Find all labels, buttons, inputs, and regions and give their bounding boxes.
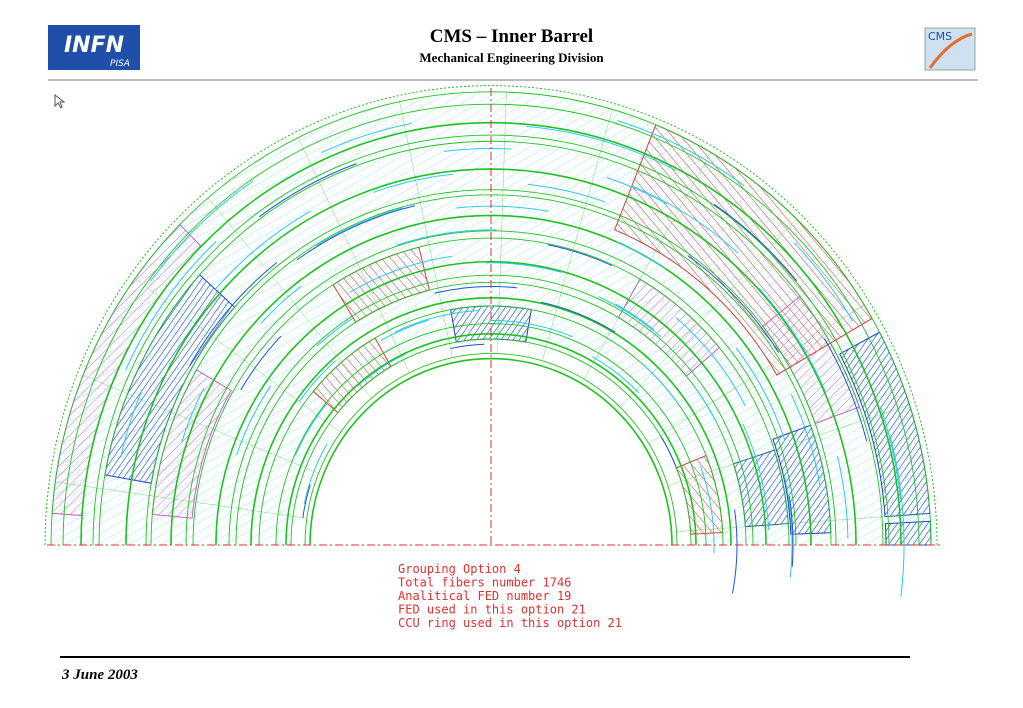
title: CMS – Inner Barrel <box>429 26 594 47</box>
fiber <box>296 205 416 261</box>
module-edge <box>399 101 453 358</box>
ring <box>304 353 678 546</box>
module-edge <box>667 404 910 487</box>
fiber <box>349 255 452 293</box>
ring <box>170 214 812 546</box>
ring <box>309 357 673 546</box>
fiber <box>540 301 616 333</box>
fiber <box>321 122 412 154</box>
fiber <box>303 443 328 505</box>
module-edge <box>207 197 372 399</box>
logo-text: CMS <box>928 30 952 43</box>
fiber <box>316 317 354 347</box>
module-edge <box>134 278 341 433</box>
ring <box>215 260 767 546</box>
fiber <box>394 309 480 333</box>
fiber <box>356 354 406 387</box>
fiber <box>486 262 563 273</box>
ring <box>92 134 890 546</box>
module-edge <box>620 218 797 408</box>
fiber <box>259 163 357 218</box>
fiber <box>880 406 902 501</box>
note: CCU ring used in this option 21 <box>398 616 622 630</box>
fiber <box>260 285 302 325</box>
fiber <box>295 403 328 456</box>
cursor <box>54 93 66 109</box>
logo-swoosh <box>928 32 973 69</box>
ring <box>185 230 797 546</box>
fiber <box>302 484 311 518</box>
logo-subtext: PISA <box>110 59 130 69</box>
fiber <box>675 317 746 406</box>
outer-envelope <box>44 85 938 546</box>
fiber <box>731 509 738 594</box>
fiber <box>150 180 254 282</box>
fiber <box>783 475 793 578</box>
module-edge <box>55 481 307 519</box>
note: Grouping Option 4 <box>398 562 521 576</box>
fiber <box>735 347 786 441</box>
fiber <box>631 185 739 254</box>
fiber <box>598 296 662 338</box>
fiber <box>380 319 429 341</box>
ring <box>258 305 724 546</box>
fiber <box>434 285 518 294</box>
fiber <box>615 241 666 269</box>
fiber <box>298 360 336 402</box>
fiber <box>700 466 715 554</box>
logo-text: INFN <box>64 33 124 58</box>
fiber <box>606 177 668 205</box>
hatched-module <box>884 520 932 546</box>
fiber <box>758 287 826 392</box>
note: FED used in this option 21 <box>398 603 586 617</box>
infn-logo <box>48 25 140 70</box>
fiber <box>615 303 655 331</box>
module-edge <box>82 374 319 474</box>
fiber <box>396 229 497 246</box>
fiber <box>788 496 794 567</box>
fiber <box>527 183 606 203</box>
module-edge <box>297 137 410 373</box>
fiber <box>592 356 640 394</box>
module-edge <box>583 152 712 380</box>
module-edge <box>497 92 507 354</box>
fiber <box>189 262 278 367</box>
fiber <box>824 338 868 442</box>
ring <box>150 194 832 546</box>
fiber <box>687 255 780 353</box>
note: Total fibers number 1746 <box>398 576 571 590</box>
fiber <box>181 387 205 442</box>
note: Analitical FED number 19 <box>398 589 571 603</box>
fiber <box>490 319 573 338</box>
fiber <box>120 391 142 458</box>
fiber <box>240 335 282 391</box>
fiber <box>742 423 770 531</box>
fiber <box>642 364 680 405</box>
fiber <box>316 207 404 247</box>
date: 3 June 2003 <box>62 667 138 683</box>
module-edge <box>648 304 865 444</box>
fiber <box>616 119 745 187</box>
fiber <box>794 242 854 322</box>
module-edge <box>676 513 930 532</box>
fiber <box>372 173 454 193</box>
fiber <box>450 343 485 350</box>
fiber <box>444 148 512 152</box>
module-edge <box>542 109 613 361</box>
fiber <box>236 385 272 455</box>
fiber <box>713 203 798 282</box>
fiber <box>214 210 312 290</box>
fiber <box>836 455 849 539</box>
subtitle: Mechanical Engineering Division <box>419 50 604 65</box>
fiber <box>547 244 613 266</box>
